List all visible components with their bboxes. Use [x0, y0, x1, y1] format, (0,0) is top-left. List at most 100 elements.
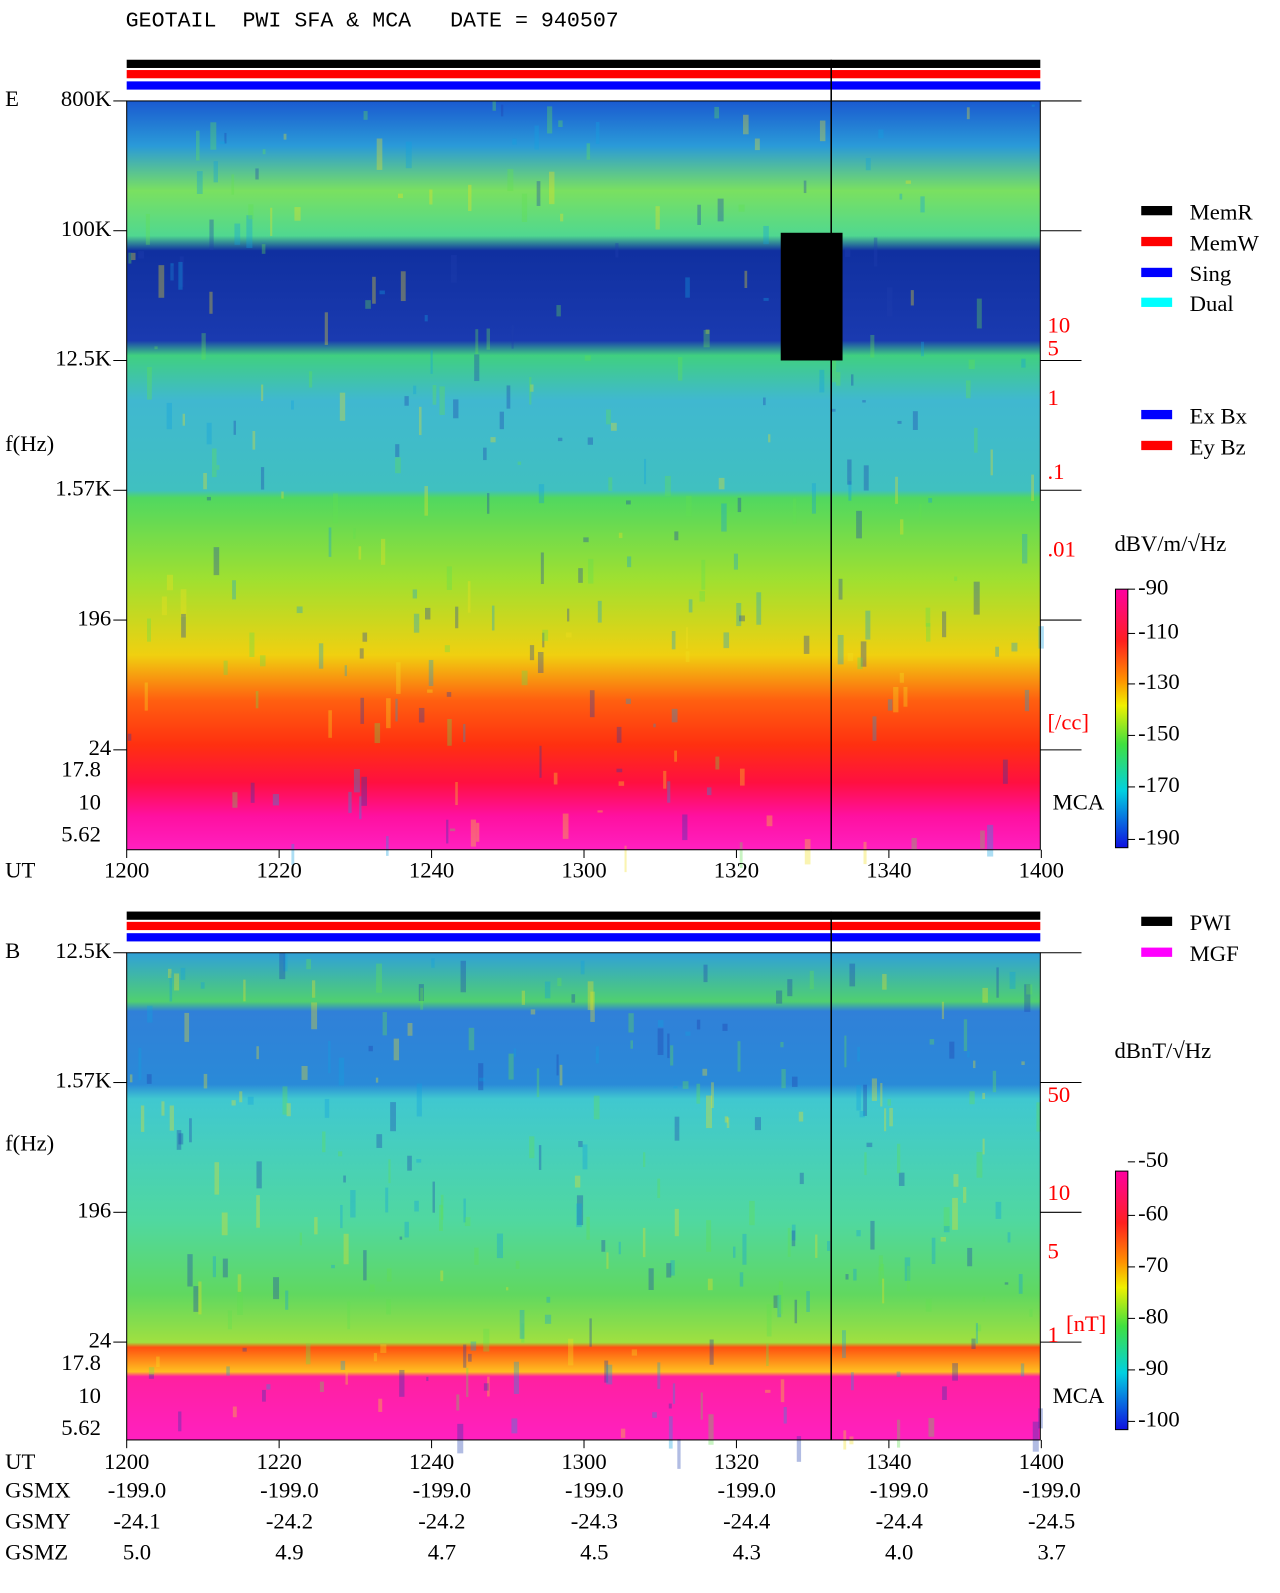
spectrogram-noise: [556, 305, 560, 316]
spectrogram-noise: [439, 1205, 443, 1231]
right-unit: [nT]: [1066, 1311, 1106, 1336]
spectrogram-noise: [926, 608, 931, 627]
spectrogram-noise: [627, 556, 631, 567]
spectrogram-noise: [755, 139, 760, 151]
spectrogram-noise: [996, 1202, 1002, 1219]
spectrogram-noise: [744, 271, 747, 288]
spectrogram-noise: [345, 1372, 347, 1384]
spectrogram-noise: [1021, 1363, 1024, 1376]
mca-tick-label: 17.8: [61, 1350, 101, 1375]
spectrogram-noise: [1010, 972, 1016, 989]
spectrogram-noise: [649, 1268, 654, 1290]
orbit-value: -24.2: [266, 1509, 313, 1534]
spectrogram-noise: [167, 575, 173, 590]
spectrogram-noise: [468, 1354, 472, 1362]
spectrogram-noise: [621, 1429, 625, 1438]
spectrogram-noise: [879, 1267, 881, 1286]
spectrogram-noise: [763, 398, 766, 406]
orbit-value: -24.4: [723, 1509, 770, 1534]
spectrogram-noise: [414, 1201, 419, 1212]
spectrogram-noise: [632, 1349, 637, 1355]
spectrogram-noise: [328, 1041, 330, 1073]
orbit-value: -24.1: [113, 1509, 160, 1534]
spectrogram-noise: [284, 134, 287, 140]
colorbar-tick-label: -90: [1138, 574, 1168, 599]
spectrogram-noise: [446, 820, 448, 844]
spectrogram-noise: [588, 981, 594, 1010]
spectrogram-noise: [306, 1343, 311, 1364]
orbit-value: -199.0: [260, 1478, 319, 1503]
spectrogram-noise: [537, 1068, 539, 1097]
spectrogram-noise: [721, 503, 726, 531]
colorbar-tick-label: -100: [1138, 1407, 1180, 1432]
spectrogram-noise: [722, 1024, 727, 1031]
spectrogram-noise: [611, 423, 617, 431]
freq-tick-label: 1.57K: [55, 1068, 112, 1093]
colorbar-tick-label: -150: [1138, 721, 1180, 746]
spectrogram-noise: [213, 1256, 216, 1277]
spectrogram-noise: [404, 396, 408, 406]
spectrogram-noise: [616, 769, 622, 773]
spectrogram-noise: [677, 1439, 680, 1469]
spectrogram-noise: [339, 1058, 344, 1086]
spectrogram-noise: [685, 277, 690, 297]
spectrogram-noise: [952, 1363, 958, 1381]
spectrogram-noise: [511, 1418, 517, 1433]
spectrogram-noise: [347, 1302, 350, 1330]
spectrogram-noise: [453, 399, 458, 418]
spectrogram-noise: [670, 1045, 673, 1065]
spectrogram-noise: [980, 831, 985, 849]
spectrogram-noise: [930, 1039, 935, 1045]
spectrogram-noise: [1038, 626, 1043, 648]
time-tick-label: 1400: [1019, 858, 1064, 883]
spectrogram-noise: [471, 820, 476, 847]
spectrogram-noise: [522, 671, 528, 686]
colorbar: [1115, 1171, 1127, 1430]
spectrogram-noise: [370, 1284, 375, 1292]
spectrogram-noise: [666, 1263, 671, 1277]
time-tick-label: 1200: [104, 1449, 149, 1474]
orbit-value: -24.2: [418, 1509, 465, 1534]
spectrogram-noise: [451, 255, 457, 283]
mca-label: MCA: [1053, 790, 1105, 815]
spectrogram-noise: [546, 1297, 550, 1303]
spectrogram-noise: [597, 810, 602, 812]
spectrogram-noise: [177, 1130, 182, 1150]
freq-tick-label: 12.5K: [55, 938, 112, 963]
legend-swatch: [1141, 237, 1172, 246]
spectrogram-noise: [520, 1310, 525, 1339]
spectrogram-noise: [926, 1299, 932, 1312]
spectrogram-noise: [399, 1370, 404, 1397]
colorbar-unit: dBnT/√Hz: [1114, 1038, 1211, 1063]
spectrogram-noise: [281, 492, 283, 499]
spectrogram-noise: [147, 1006, 152, 1023]
spectrogram-noise: [246, 215, 252, 248]
spectrogram-noise: [500, 412, 504, 429]
legend-label: MGF: [1190, 941, 1239, 966]
spectrogram-noise: [800, 1173, 804, 1184]
spectrogram-noise: [483, 1329, 489, 1352]
spectrogram-noise: [619, 533, 623, 538]
right-tick-label: 1: [1048, 1322, 1059, 1347]
spectrogram-noise: [784, 1407, 787, 1424]
legend-swatch: [1141, 206, 1172, 215]
spectrogram-noise: [897, 421, 901, 424]
spectrogram-noise: [261, 467, 264, 489]
spectrogram-noise: [652, 1412, 657, 1418]
spectrogram-noise: [209, 220, 213, 251]
spectrogram-noise: [228, 1310, 232, 1329]
spectrogram-noise: [889, 1108, 893, 1126]
spectrogram-noise: [587, 143, 590, 159]
spectrogram-noise: [270, 208, 272, 236]
spectrogram-noise: [232, 792, 237, 808]
spectrogram-noise: [1033, 1422, 1039, 1452]
spectrogram-noise: [506, 1287, 508, 1290]
spectrogram-noise: [537, 181, 541, 206]
spectrogram-noise: [805, 839, 811, 864]
spectrogram-noise: [217, 465, 220, 470]
spectrogram-noise: [469, 1028, 475, 1050]
spectrogram-noise: [507, 385, 511, 408]
spectrogram-noise: [266, 1384, 270, 1389]
spectrogram-noise: [715, 757, 719, 770]
spectrogram-noise: [463, 1345, 466, 1368]
